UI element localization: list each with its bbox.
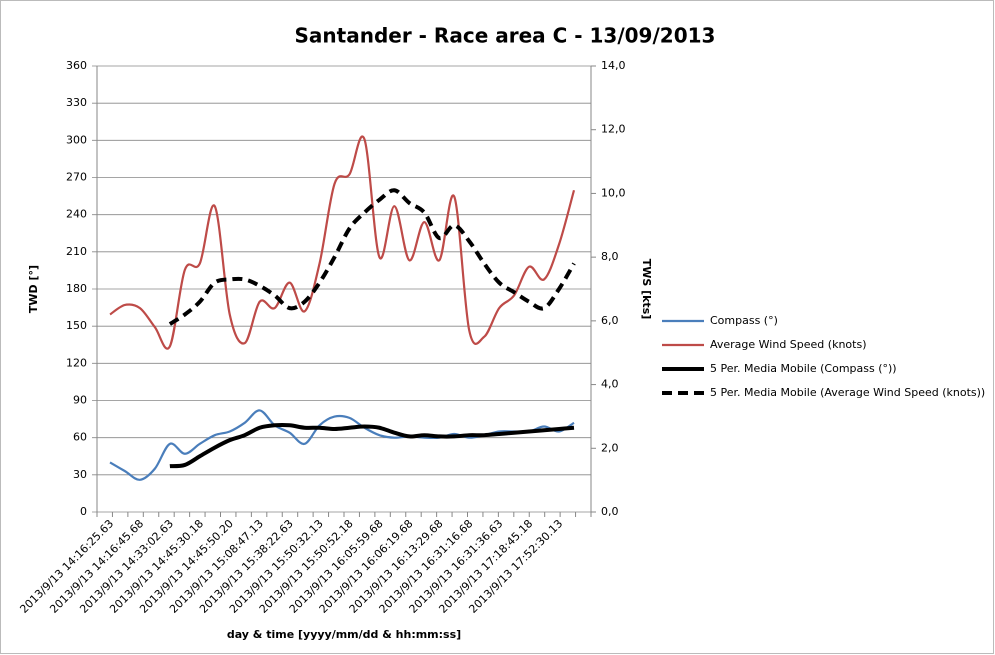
series-line: [169, 422, 575, 469]
x-axis-title: day & time [yyyy/mm/dd & hh:mm:ss]: [227, 628, 461, 641]
y2-tick-label: 4,0: [601, 378, 619, 391]
y-tick-label: 210: [66, 245, 87, 258]
y2-tick-label: 10,0: [601, 186, 626, 199]
series-line: [109, 409, 575, 481]
y-tick-label: 60: [73, 431, 87, 444]
chart-title: Santander - Race area C - 13/09/2013: [295, 24, 716, 48]
y-tick-label: 0: [80, 505, 87, 518]
y-tick-label: 90: [73, 394, 87, 407]
y-tick-label: 240: [66, 208, 87, 221]
y2-tick-label: 8,0: [601, 250, 619, 263]
y2-tick-label: 12,0: [601, 123, 626, 136]
legend-label: 5 Per. Media Mobile (Compass (°)): [710, 362, 897, 375]
series-line: [168, 188, 576, 326]
y2-tick-label: 6,0: [601, 314, 619, 327]
y-tick-label: 30: [73, 468, 87, 481]
y2-tick-label: 14,0: [601, 59, 626, 72]
y-tick-label: 270: [66, 171, 87, 184]
y2-tick-label: 0,0: [601, 505, 619, 518]
y-axis-title: TWD [°]: [27, 265, 40, 313]
y-tick-label: 360: [66, 59, 87, 72]
y-tick-label: 300: [66, 133, 87, 146]
y2-axis-title: TWS [kts]: [640, 259, 653, 320]
y-tick-label: 330: [66, 96, 87, 109]
y-tick-label: 120: [66, 356, 87, 369]
series-line: [109, 135, 576, 350]
y-tick-label: 150: [66, 319, 87, 332]
y2-tick-label: 2,0: [601, 441, 619, 454]
legend-label: Average Wind Speed (knots): [710, 338, 867, 351]
legend-label: 5 Per. Media Mobile (Average Wind Speed …: [710, 386, 985, 399]
legend-label: Compass (°): [710, 314, 778, 327]
y-tick-label: 180: [66, 282, 87, 295]
